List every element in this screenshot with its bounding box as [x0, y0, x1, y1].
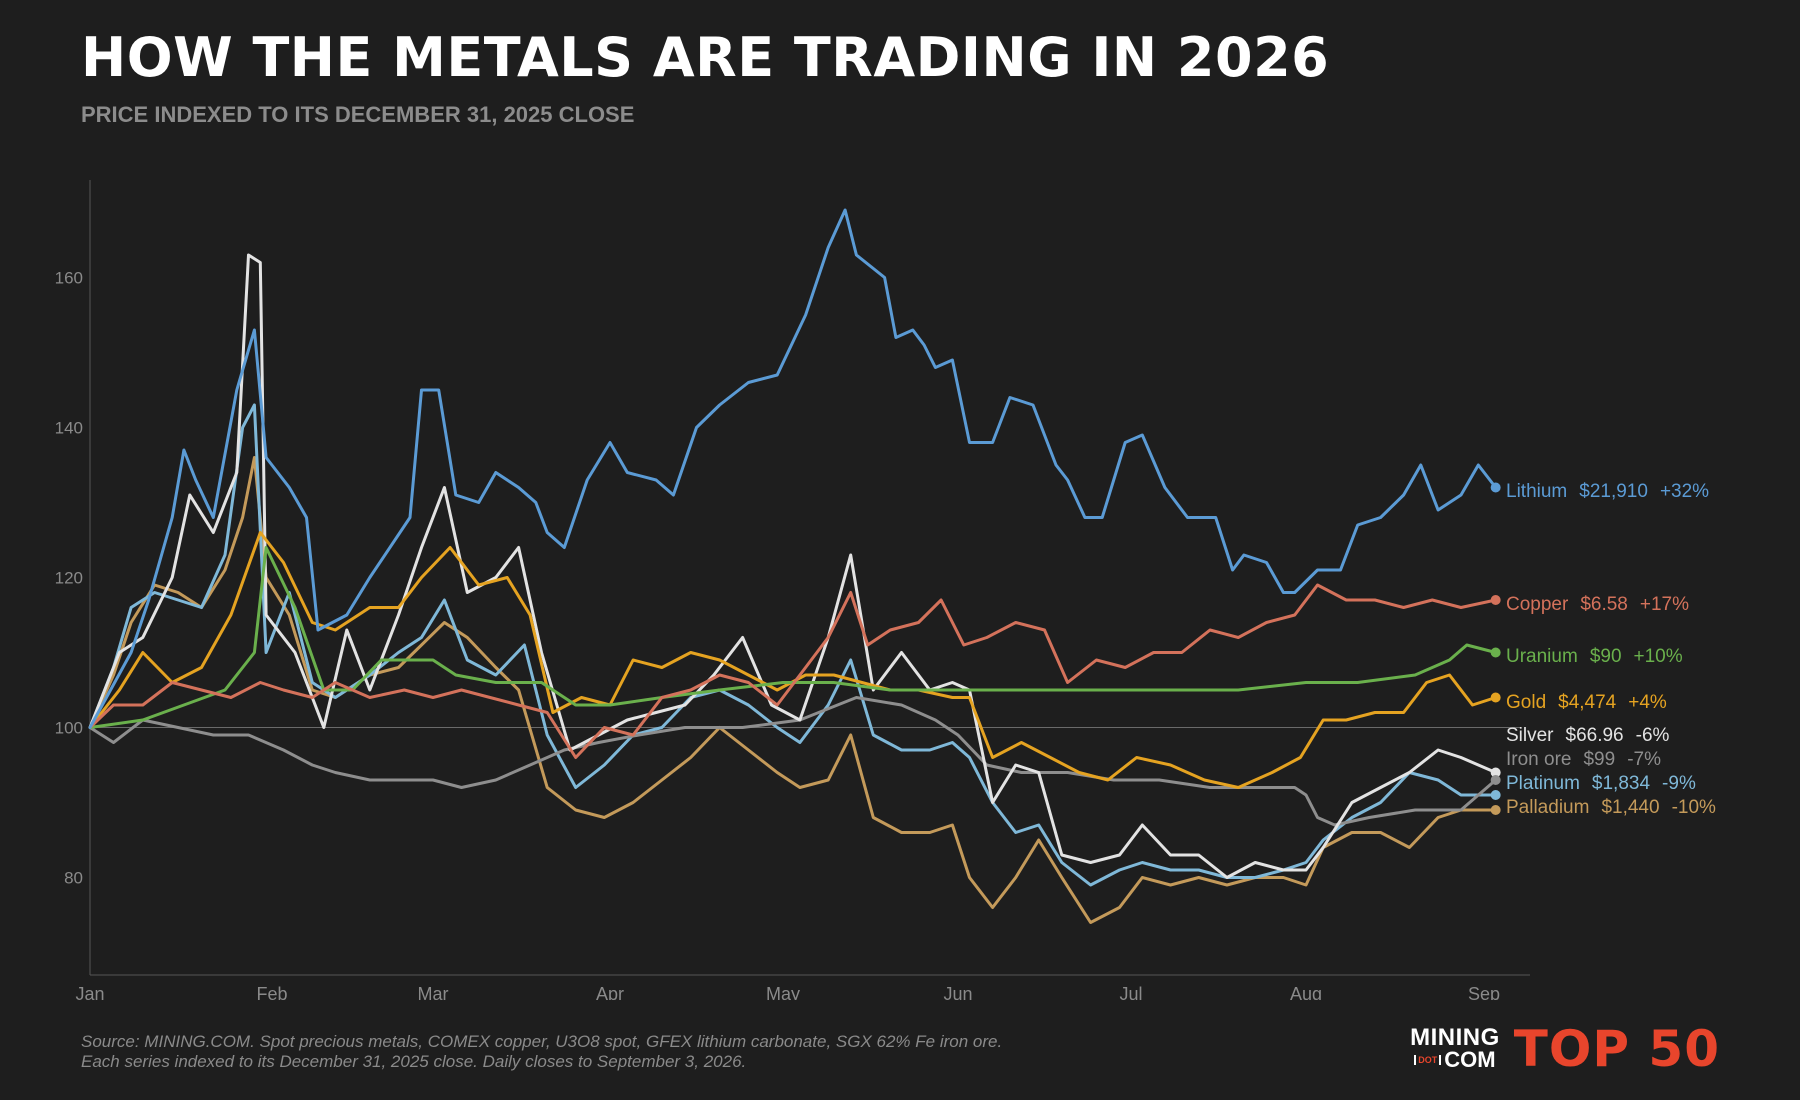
y-tick-label: 100: [55, 719, 83, 738]
source-line-1: Source: MINING.COM. Spot precious metals…: [81, 1032, 1003, 1051]
series-line-gold: [88, 531, 1498, 789]
series-label-uranium: Uranium $90 +10%: [1506, 646, 1683, 667]
y-tick-label: 120: [55, 569, 83, 588]
series-line-lithium: [88, 208, 1498, 729]
series-line-copper: [88, 583, 1498, 759]
series-end-dot-gold: [1490, 692, 1501, 703]
brand-block: MINING DOT COM TOP 50: [1410, 1020, 1720, 1078]
x-tick-label: Mar: [418, 984, 449, 1000]
series-line-silver: [88, 253, 1498, 879]
series-end-dot-copper: [1490, 595, 1501, 605]
x-tick-label: Feb: [256, 984, 287, 1000]
x-tick-label: Sep: [1468, 984, 1500, 1000]
x-tick-label: Jun: [943, 984, 972, 1000]
series-end-dot-silver: [1490, 767, 1501, 778]
series-line-platinum: [88, 403, 1498, 887]
x-tick-label: Apr: [596, 984, 624, 1000]
source-note: Source: MINING.COM. Spot precious metals…: [81, 1032, 1002, 1072]
line-chart: 80 100 120 140 160 Jan Feb Mar Apr May Jun Jul Aug Se…: [55, 180, 1716, 1000]
x-tick-label: Jul: [1119, 984, 1142, 1000]
page-subtitle: PRICE INDEXED TO ITS DECEMBER 31, 2025 C…: [81, 102, 635, 127]
series-end-dot-palladium: [1490, 805, 1501, 815]
series-line-palladium: [88, 456, 1498, 924]
x-tick-label: Jan: [75, 984, 104, 1000]
source-line-2: Each series indexed to its December 31, …: [81, 1052, 747, 1071]
top50-badge: TOP 50: [1513, 1020, 1720, 1078]
y-tick-label: 80: [64, 869, 83, 888]
series-end-dot-uranium: [1490, 647, 1501, 658]
series-label-platinum: Platinum $1,834 -9%: [1506, 773, 1696, 794]
series-label-copper: Copper $6.58 +17%: [1506, 594, 1689, 615]
x-tick-label: Aug: [1290, 984, 1322, 1000]
series-end-dot-platinum: [1490, 790, 1501, 800]
series-label-gold: Gold $4,474 +4%: [1506, 692, 1667, 713]
series-label-silver: Silver $66.96 -6%: [1506, 725, 1670, 746]
series-label-lithium: Lithium $21,910 +32%: [1506, 481, 1709, 502]
y-tick-label: 140: [55, 419, 83, 438]
mining-logo: MINING DOT COM: [1410, 1024, 1500, 1072]
series-end-dot-lithium: [1490, 482, 1501, 493]
logo-line-2: DOT COM: [1414, 1047, 1496, 1072]
x-tick-label: May: [766, 984, 800, 1000]
logo-line-1: MINING: [1410, 1024, 1500, 1051]
series-label-palladium: Palladium $1,440 -10%: [1506, 797, 1716, 818]
page-title: HOW THE METALS ARE TRADING IN 2026: [81, 26, 1330, 89]
series-end-dot-iron-ore: [1490, 775, 1501, 785]
series-line-iron-ore: [88, 696, 1498, 827]
series-label-iron-ore: Iron ore $99 -7%: [1506, 749, 1661, 770]
logo-dot: DOT: [1414, 1055, 1442, 1065]
logo-com: COM: [1444, 1047, 1496, 1072]
y-tick-label: 160: [55, 269, 83, 288]
